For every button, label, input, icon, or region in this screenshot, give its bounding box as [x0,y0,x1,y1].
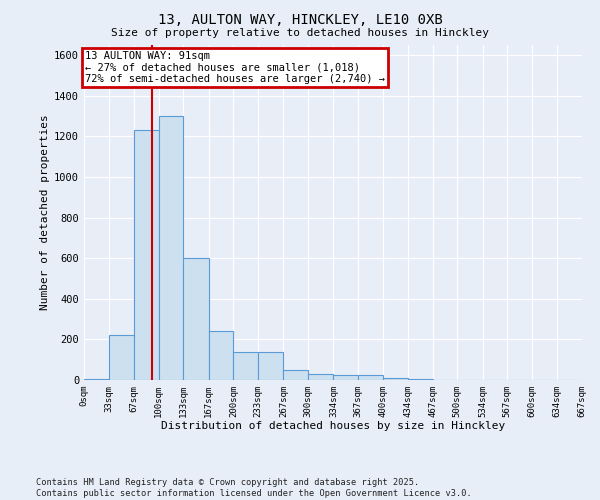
Bar [109,336,134,380]
Text: 13 AULTON WAY: 91sqm
← 27% of detached houses are smaller (1,018)
72% of semi-de: 13 AULTON WAY: 91sqm ← 27% of detached h… [85,51,385,84]
Bar [334,375,358,380]
Bar [134,130,158,380]
Bar [408,379,433,380]
Bar [209,332,233,380]
Bar [308,374,334,380]
Bar [258,352,283,380]
Text: Contains HM Land Registry data © Crown copyright and database right 2025.
Contai: Contains HM Land Registry data © Crown c… [36,478,472,498]
Bar [283,370,308,380]
Text: 13, AULTON WAY, HINCKLEY, LE10 0XB: 13, AULTON WAY, HINCKLEY, LE10 0XB [158,12,442,26]
Bar [358,375,383,380]
Text: Size of property relative to detached houses in Hinckley: Size of property relative to detached ho… [111,28,489,38]
Bar [383,378,408,380]
Bar [158,116,184,380]
Bar [184,258,209,380]
X-axis label: Distribution of detached houses by size in Hinckley: Distribution of detached houses by size … [161,422,505,432]
Bar [233,352,258,380]
Bar [84,379,109,380]
Y-axis label: Number of detached properties: Number of detached properties [40,114,50,310]
